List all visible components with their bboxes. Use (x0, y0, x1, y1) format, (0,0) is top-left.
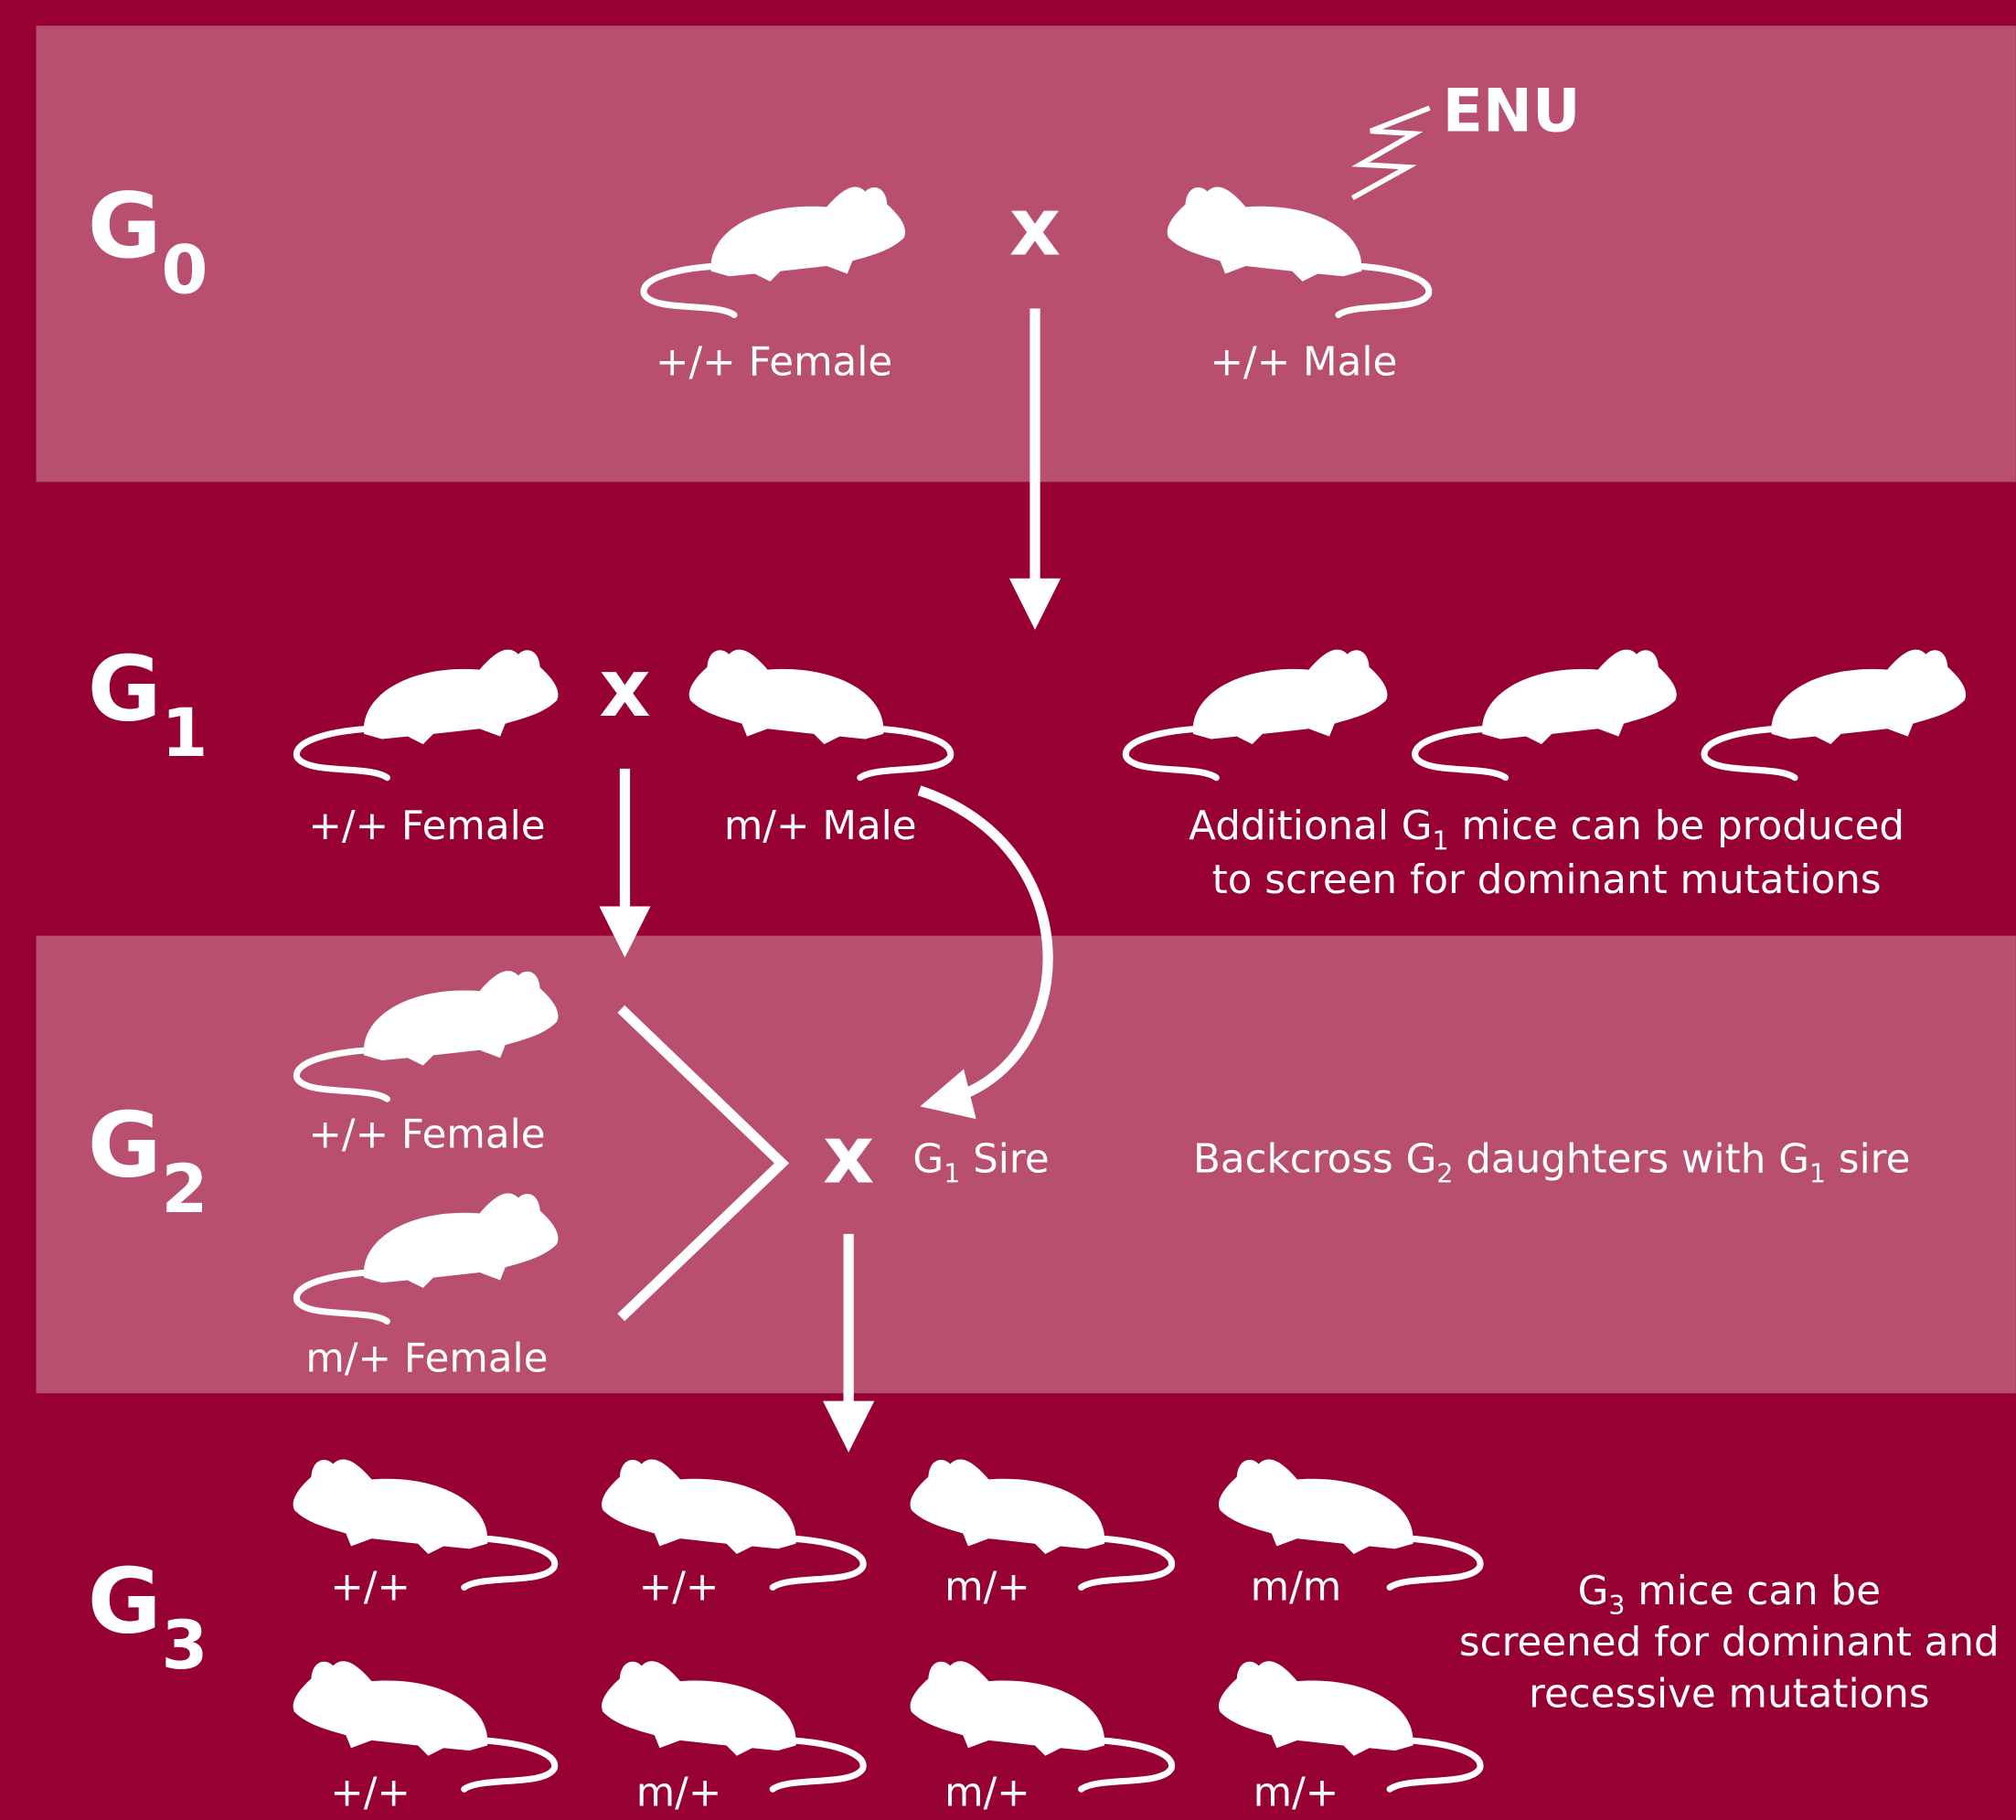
gen-sub: 1 (162, 695, 208, 772)
rich-label: screened for dominant and (1459, 1620, 2000, 1666)
rich-label: G1 Sire (912, 1136, 1049, 1188)
rich-label: G3 mice can be (1578, 1569, 1881, 1621)
label: m/+ (1253, 1771, 1339, 1816)
rich-label: Backcross G2 daughters with G1 sire (1193, 1136, 1910, 1188)
label: x (1009, 180, 1061, 273)
label: +/+ (639, 1565, 720, 1611)
text-part: Sire (960, 1136, 1049, 1182)
label: +/+ Female (656, 340, 892, 386)
text-part: Additional G (1189, 804, 1432, 849)
text-part: daughters with G (1453, 1136, 1809, 1182)
text-part: mice can be (1625, 1569, 1881, 1614)
subscript: 1 (1433, 825, 1449, 856)
rich-label: to screen for dominant mutations (1212, 857, 1882, 903)
gen-sub: 2 (162, 1151, 208, 1229)
generation-label: G0 (88, 175, 208, 309)
gen-letter: G (88, 1550, 162, 1655)
label: +/+ (330, 1565, 411, 1611)
text-part: Backcross G (1193, 1136, 1436, 1182)
gen-letter: G (88, 1094, 162, 1198)
label: x (599, 642, 650, 735)
rich-label: recessive mutations (1529, 1671, 1930, 1717)
generation-label: G2 (88, 1094, 208, 1229)
band-g0 (36, 26, 2016, 483)
label: +/+ Female (308, 1112, 545, 1158)
mutagen: ENU (1443, 77, 1581, 145)
gen-letter: G (88, 637, 162, 741)
gen-sub: 3 (162, 1607, 208, 1685)
gen-letter: G (88, 175, 162, 279)
subscript: 3 (1608, 1591, 1625, 1621)
arrow (917, 785, 1053, 1120)
label: m/+ (636, 1771, 722, 1816)
gen-sub: 0 (162, 232, 208, 310)
subscript: 2 (1436, 1159, 1453, 1189)
text-part: sire (1826, 1136, 1910, 1182)
text-part: screened for dominant and (1459, 1620, 2000, 1666)
subscript: 1 (944, 1159, 960, 1189)
subscript: 1 (1809, 1159, 1826, 1189)
generation-label: G3 (88, 1550, 208, 1685)
label: +/+ Female (308, 804, 545, 849)
text-part: recessive mutations (1529, 1671, 1930, 1717)
text-part: mice can be produced (1449, 804, 1905, 849)
label: m/+ (944, 1565, 1030, 1611)
rich-label: Additional G1 mice can be produced (1189, 804, 1904, 856)
generation-label: G1 (88, 637, 208, 772)
label: +/+ (330, 1771, 411, 1816)
label: m/m (1251, 1565, 1342, 1611)
label: +/+ Male (1210, 340, 1397, 386)
text-part: G (1578, 1569, 1609, 1614)
text-part: G (912, 1136, 944, 1182)
label: x (823, 1109, 874, 1202)
enu-zigzag (1350, 105, 1431, 200)
label: m/+ Female (305, 1336, 548, 1381)
chevron (617, 1005, 790, 1322)
text-part: to screen for dominant mutations (1212, 857, 1882, 903)
label: m/+ Male (724, 804, 917, 849)
label: m/+ (944, 1771, 1030, 1816)
arrows (599, 105, 1431, 1453)
